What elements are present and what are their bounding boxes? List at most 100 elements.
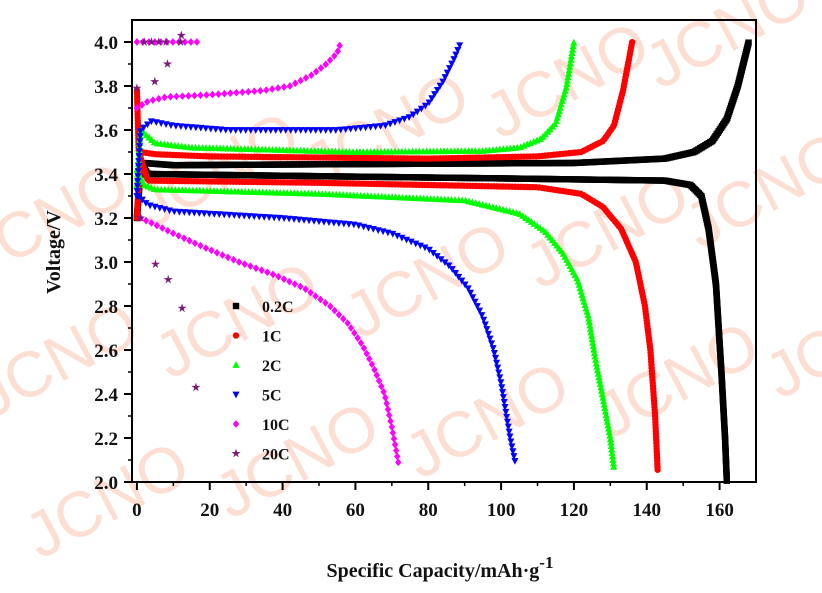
data-point-5C-charge (202, 125, 210, 133)
data-point-2C-discharge (605, 424, 613, 432)
data-point-5C-discharge (506, 433, 514, 441)
data-point-10C-charge (336, 41, 343, 50)
data-point-5C-discharge (451, 269, 459, 277)
data-point-20C-charge (132, 83, 142, 93)
data-point-10C-charge (331, 52, 338, 60)
data-point-5C-discharge (461, 281, 469, 289)
data-point-10C-discharge (191, 239, 199, 248)
y-tick-label: 2.2 (94, 429, 118, 450)
data-point-2C-discharge (592, 359, 600, 367)
data-point-5C-discharge (379, 228, 387, 236)
y-tick-label: 4.0 (94, 33, 118, 54)
data-point-5C-charge (197, 124, 205, 132)
data-point-5C-charge (377, 123, 385, 130)
data-point-5C-discharge (250, 213, 258, 221)
data-point-5C-discharge (210, 210, 218, 218)
data-point-5C-charge (147, 118, 155, 126)
data-point-2C-discharge (594, 366, 602, 374)
data-point-10C-discharge (235, 258, 243, 266)
data-point-5C-discharge (360, 223, 368, 231)
data-point-5C-discharge (496, 374, 504, 382)
data-point-10C-discharge (331, 306, 338, 315)
data-point-2C-discharge (593, 363, 601, 370)
axis-ticks: 0 20 40 60 80 100 120 140 160 2.0 2.2 2.4 2.6 2.8 3.0 3… (94, 33, 734, 521)
data-point-2C-charge (566, 63, 574, 70)
legend-marker-20C (231, 448, 241, 458)
legend-label: 5C (262, 388, 282, 405)
data-point-5C-discharge (230, 212, 238, 219)
data-point-10C-discharge (357, 339, 365, 347)
data-point-1C-discharge (654, 466, 661, 473)
data-point-20C-discharge (163, 274, 173, 284)
data-point-5C-charge (135, 163, 143, 170)
data-point-5C-discharge (490, 349, 498, 357)
data-point-5C-charge (405, 114, 413, 121)
data-point-20C-charge (150, 76, 160, 86)
data-point-5C-charge (252, 127, 260, 134)
data-point-5C-discharge (483, 326, 491, 333)
data-point-10C-discharge (142, 216, 150, 225)
data-point-10C-charge (155, 94, 162, 103)
data-point-10C-discharge (252, 264, 260, 273)
data-point-2C-discharge (599, 393, 607, 401)
x-tick-label: 0 (132, 500, 142, 521)
data-point-5C-discharge (476, 307, 484, 315)
data-point-5C-discharge (335, 220, 343, 227)
data-point-5C-discharge (488, 340, 496, 348)
data-point-10C-discharge (159, 224, 166, 232)
data-point-20C-charge (154, 37, 164, 46)
data-point-5C-charge (192, 124, 200, 132)
data-point-5C-charge (242, 127, 250, 134)
data-point-10C-discharge (219, 251, 226, 259)
data-point-5C-charge (448, 60, 456, 68)
data-point-5C-discharge (355, 222, 363, 230)
data-point-10C-charge (185, 92, 192, 100)
data-point-5C-charge (134, 178, 142, 185)
data-point-5C-discharge (469, 294, 477, 301)
data-point-5C-discharge (138, 196, 146, 204)
data-point-10C-discharge (269, 270, 277, 279)
data-point-2C-discharge (586, 321, 594, 329)
data-point-5C-discharge (305, 217, 313, 225)
data-point-2C-charge (567, 56, 575, 63)
data-point-5C-discharge (389, 230, 397, 238)
data-point-5C-charge (425, 99, 433, 107)
data-point-10C-discharge (307, 288, 314, 297)
data-point-2C-discharge (590, 345, 598, 353)
data-point-10C-discharge (392, 446, 400, 455)
y-tick-label: 3.6 (94, 121, 118, 142)
data-point-5C-discharge (484, 330, 492, 338)
data-point-5C-discharge (458, 277, 466, 285)
data-point-2C-discharge (589, 342, 597, 350)
data-point-5C-charge (352, 125, 360, 133)
x-tick-label: 20 (200, 500, 219, 521)
y-tick-label: 2.0 (94, 473, 118, 494)
data-point-5C-discharge (471, 298, 479, 306)
data-point-20C-discharge (191, 382, 201, 392)
data-point-20C-charge (176, 30, 186, 40)
data-point-5C-charge (357, 124, 365, 132)
data-point-5C-charge (182, 123, 190, 131)
data-point-2C-discharge (597, 383, 605, 391)
data-point-2C-discharge (587, 328, 595, 336)
legend-marker-1C (232, 332, 240, 339)
data-point-5C-discharge (481, 321, 489, 329)
data-point-10C-discharge (380, 388, 387, 396)
watermark-text: JCNO (753, 267, 822, 412)
data-point-5C-charge (140, 124, 148, 132)
data-point-2C-discharge (603, 418, 611, 425)
data-point-10C-discharge (241, 260, 248, 268)
data-point-20C-discharge (136, 213, 146, 222)
data-point-5C-charge (172, 122, 180, 130)
data-point-10C-charge (179, 92, 186, 101)
data-point-5C-discharge (403, 236, 411, 244)
data-point-10C-discharge (388, 423, 396, 431)
data-point-2C-discharge (607, 442, 615, 449)
data-point-10C-discharge (373, 371, 380, 380)
data-point-2C-discharge (608, 449, 616, 456)
y-tick-label: 3.0 (94, 253, 118, 274)
data-point-10C-discharge (213, 248, 221, 257)
data-point-2C-charge (569, 45, 577, 53)
data-point-5C-charge (439, 78, 447, 86)
data-point-5C-discharge (497, 379, 505, 387)
